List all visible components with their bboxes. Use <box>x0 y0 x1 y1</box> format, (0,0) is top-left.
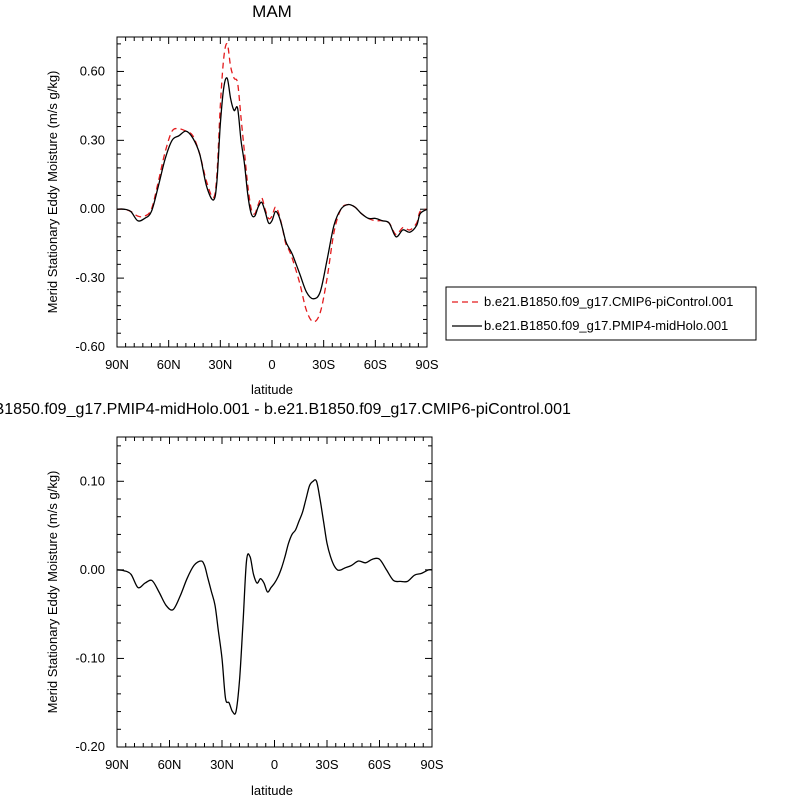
top-plot-frame <box>116 36 428 348</box>
top-xlabel: latitude <box>251 382 293 397</box>
legend: b.e21.B1850.f09_g17.CMIP6-piControl.001 … <box>445 286 757 341</box>
top-ylabel: Merid Stationary Eddy Moisture (m/s g/kg… <box>45 71 60 314</box>
legend-box <box>445 286 757 341</box>
bottom-xlabel: latitude <box>251 783 293 798</box>
series-line-0-1 <box>116 77 428 300</box>
x-tick-label: 30N <box>210 757 234 772</box>
bottom-title: b.e21.B1850.f09_g17.PMIP4-midHolo.001 - … <box>0 401 571 418</box>
y-tick-label: -0.20 <box>75 739 105 754</box>
series-line-0-0 <box>116 42 428 323</box>
x-tick-label: 90S <box>415 357 438 372</box>
y-tick-label: 0.00 <box>80 201 105 216</box>
y-tick-label: 0.60 <box>80 63 105 78</box>
y-tick-label: 0.30 <box>80 132 105 147</box>
y-tick-label: -0.60 <box>75 339 105 354</box>
x-tick-label: 30N <box>208 357 232 372</box>
x-tick-label: 30S <box>315 757 338 772</box>
x-tick-label: 60N <box>158 757 182 772</box>
bottom-ylabel: Merid Stationary Eddy Moisture (m/s g/kg… <box>45 471 60 714</box>
x-tick-label: 90N <box>105 357 129 372</box>
x-tick-label: 0 <box>271 757 278 772</box>
x-tick-label: 60S <box>368 757 391 772</box>
x-tick-label: 60S <box>364 357 387 372</box>
x-tick-label: 30S <box>312 357 335 372</box>
top-title: MAM <box>252 2 292 21</box>
y-tick-label: 0.10 <box>80 473 105 488</box>
y-tick-label: -0.10 <box>75 650 105 665</box>
legend-label-picontrol: b.e21.B1850.f09_g17.CMIP6-piControl.001 <box>484 294 733 309</box>
bottom-plot-frame <box>116 436 433 748</box>
x-tick-label: 90N <box>105 757 129 772</box>
x-tick-label: 60N <box>157 357 181 372</box>
x-tick-label: 90S <box>420 757 443 772</box>
legend-label-midholo: b.e21.B1850.f09_g17.PMIP4-midHolo.001 <box>484 318 728 333</box>
top-panel: MAM 90N 60N 30N 0 30S 60S 90S -0.60 -0.30 0.00 0.3… <box>45 2 439 397</box>
x-tick-label: 0 <box>268 357 275 372</box>
y-tick-label: 0.00 <box>80 562 105 577</box>
series-line-1-0 <box>116 479 433 715</box>
bottom-panel: b.e21.B1850.f09_g17.PMIP4-midHolo.001 - … <box>0 401 571 798</box>
y-tick-label: -0.30 <box>75 270 105 285</box>
